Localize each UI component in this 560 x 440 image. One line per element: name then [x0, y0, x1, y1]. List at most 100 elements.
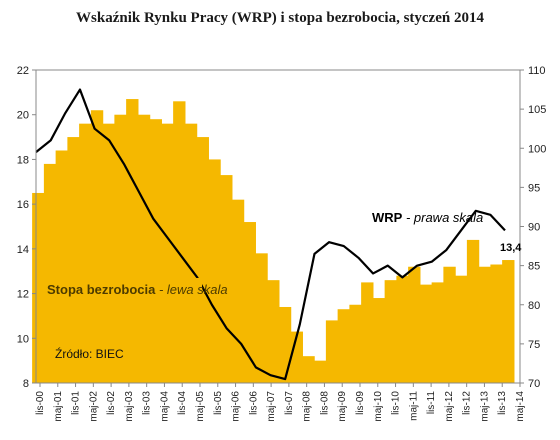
unemployment-bar: [443, 266, 456, 383]
x-tick-label: lis-08: [319, 391, 330, 415]
unemployment-bar: [349, 304, 362, 383]
unemployment-bar: [466, 239, 480, 383]
unemployment-bar: [361, 282, 374, 383]
unemployment-bar: [372, 298, 386, 383]
x-tick-label: lis-00: [35, 391, 46, 415]
wrp-label-italic: - prawa skala: [402, 210, 483, 225]
x-tick-label: lis-07: [284, 391, 295, 415]
unemployment-bar: [455, 275, 468, 383]
wrp-last-value-label: 13,4: [500, 242, 522, 254]
left-tick-label: 14: [17, 244, 29, 256]
unemployment-label-bold: Stopa bezrobocia: [47, 282, 156, 297]
unemployment-bar: [173, 101, 186, 384]
wrp-label-bold: WRP: [372, 210, 403, 225]
unemployment-bar: [231, 199, 245, 383]
unemployment-series-label: Stopa bezrobocia - lewa skala: [47, 282, 228, 297]
right-tick-label: 95: [528, 182, 540, 194]
unemployment-bar: [220, 175, 233, 383]
unemployment-bar: [90, 110, 104, 384]
right-tick-label: 90: [528, 222, 540, 234]
unemployment-bar: [102, 123, 115, 383]
x-tick-label: maj-07: [266, 391, 277, 422]
right-tick-label: 105: [528, 104, 546, 116]
unemployment-bar: [149, 119, 162, 383]
unemployment-bar: [184, 123, 198, 383]
wrp-line: [35, 88, 506, 381]
x-tick-label: maj-10: [373, 391, 384, 422]
unemployment-bar: [32, 192, 45, 383]
wrp-line-group: [35, 88, 506, 381]
x-tick-label: lis-01: [71, 391, 82, 415]
unemployment-bar: [384, 280, 397, 383]
x-tick-label: lis-11: [426, 391, 437, 415]
left-tick-label: 22: [17, 65, 29, 77]
tick-labels: 8 10 12 14 16 18 20 22 70 75 80 85 90 95 100 105 110 lis-…: [17, 65, 547, 422]
unemployment-bar: [490, 264, 503, 383]
x-tick-label: lis-03: [142, 391, 153, 415]
unemployment-bar: [337, 309, 350, 383]
unemployment-bar: [114, 114, 127, 384]
unemployment-bar: [196, 137, 209, 383]
unemployment-bar: [478, 266, 491, 383]
unemployment-bar: [325, 320, 339, 383]
unemployment-bar: [79, 123, 92, 383]
x-tick-label: lis-09: [355, 391, 366, 415]
unemployment-bar: [302, 356, 315, 383]
x-tick-label: lis-13: [497, 391, 508, 415]
unemployment-bar: [137, 114, 151, 384]
unemployment-bar: [314, 360, 327, 383]
unemployment-bar: [43, 163, 57, 383]
unemployment-bar: [255, 253, 268, 383]
left-tick-label: 16: [17, 199, 29, 211]
x-tick-label: maj-05: [195, 391, 206, 422]
unemployment-bar: [126, 99, 139, 383]
unemployment-bar: [419, 284, 433, 383]
unemployment-bar: [55, 150, 68, 383]
x-tick-label: maj-12: [444, 391, 455, 422]
unemployment-bar: [408, 266, 421, 383]
right-tick-label: 80: [528, 300, 540, 312]
unemployment-bar: [431, 282, 444, 383]
unemployment-bar: [502, 260, 515, 383]
x-tick-label: maj-03: [124, 391, 135, 422]
wrp-series-label: WRP - prawa skala: [372, 210, 483, 225]
left-tick-label: 10: [17, 333, 29, 345]
x-tick-label: maj-11: [408, 391, 419, 421]
x-tick-label: maj-01: [53, 391, 64, 422]
x-tick-label: lis-02: [106, 391, 117, 415]
x-tick-label: maj-14: [515, 391, 526, 422]
chart-title: Wskaźnik Rynku Pracy (WRP) i stopa bezro…: [76, 10, 484, 26]
x-tick-label: maj-09: [337, 391, 348, 422]
x-tick-label: maj-08: [302, 391, 313, 422]
unemployment-bar: [161, 123, 174, 383]
x-tick-label: maj-02: [88, 391, 99, 422]
left-tick-label: 8: [23, 378, 29, 390]
x-tick-label: lis-04: [177, 391, 188, 415]
unemployment-bar: [67, 137, 80, 383]
right-tick-label: 85: [528, 261, 540, 273]
left-tick-label: 20: [17, 110, 29, 122]
x-tick-label: lis-05: [213, 391, 224, 415]
unemployment-bars: [32, 99, 515, 384]
x-tick-label: maj-06: [231, 391, 242, 422]
right-tick-label: 110: [528, 65, 546, 77]
right-tick-label: 70: [528, 378, 540, 390]
unemployment-bar: [267, 280, 280, 383]
left-tick-label: 18: [17, 154, 29, 166]
x-tick-label: maj-04: [159, 391, 170, 422]
unemployment-bar: [278, 306, 292, 383]
left-tick-label: 12: [17, 289, 29, 301]
x-tick-label: lis-06: [248, 391, 259, 415]
unemployment-bar: [396, 275, 409, 383]
right-tick-label: 100: [528, 143, 546, 155]
unemployment-label-box: [42, 278, 202, 300]
source-label: Źródło: BIEC: [55, 346, 124, 361]
x-tick-label: lis-10: [391, 391, 402, 415]
x-tick-label: lis-12: [462, 391, 473, 415]
unemployment-bar: [243, 222, 256, 383]
unemployment-label-italic: - lewa skala: [155, 282, 227, 297]
right-tick-label: 75: [528, 339, 540, 351]
x-tick-label: maj-13: [479, 391, 490, 422]
axes: [32, 69, 524, 387]
